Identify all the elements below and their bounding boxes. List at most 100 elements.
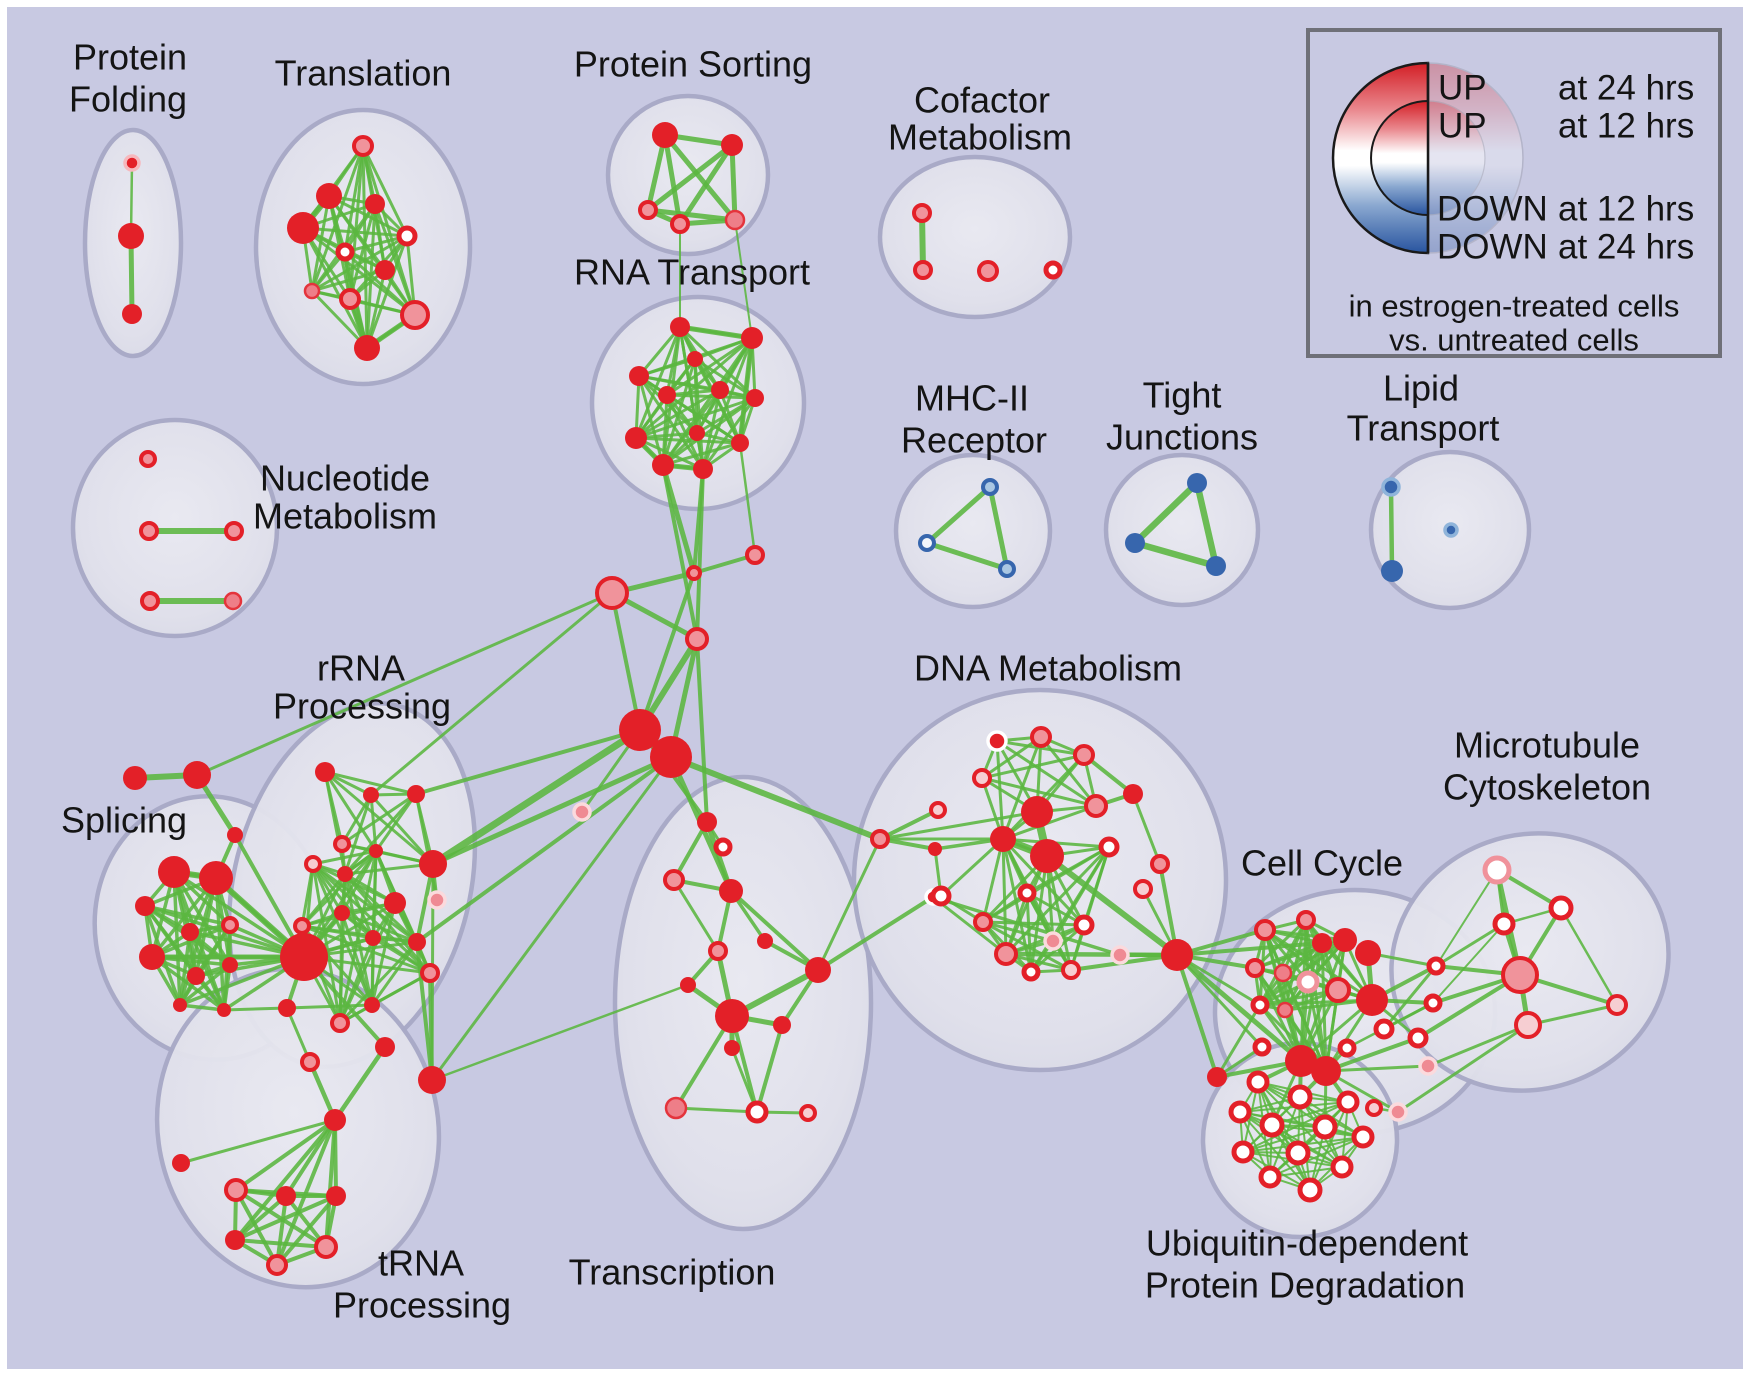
network-node-r0[interactable] bbox=[670, 317, 690, 337]
network-node-tx11[interactable] bbox=[664, 1096, 688, 1120]
network-node-cc9[interactable] bbox=[1356, 984, 1388, 1016]
network-node-dm14[interactable] bbox=[930, 885, 952, 907]
network-node-pf0[interactable] bbox=[123, 154, 141, 172]
network-node-ub6[interactable] bbox=[1351, 1125, 1375, 1149]
network-node-cc13[interactable] bbox=[1285, 1045, 1317, 1077]
network-node-dm18[interactable] bbox=[1073, 914, 1095, 936]
network-node-cc11[interactable] bbox=[1276, 1001, 1294, 1019]
network-node-tx6[interactable] bbox=[805, 957, 831, 983]
network-node-tn4[interactable] bbox=[224, 1178, 248, 1202]
network-node-p1[interactable] bbox=[721, 134, 743, 156]
network-node-n1[interactable] bbox=[139, 521, 159, 541]
network-node-dm19[interactable] bbox=[994, 942, 1018, 966]
network-node-mt0[interactable] bbox=[1482, 855, 1512, 885]
network-node-p2[interactable] bbox=[638, 200, 658, 220]
network-node-dm7[interactable] bbox=[1021, 796, 1053, 828]
network-node-rr7[interactable] bbox=[419, 850, 447, 878]
network-node-r4[interactable] bbox=[658, 386, 676, 404]
network-node-dm13[interactable] bbox=[1017, 883, 1037, 903]
network-node-tx4[interactable] bbox=[757, 933, 773, 949]
network-node-br1[interactable] bbox=[1161, 939, 1193, 971]
network-node-tx8[interactable] bbox=[715, 999, 749, 1033]
network-node-c2[interactable] bbox=[977, 260, 999, 282]
network-node-tn8[interactable] bbox=[314, 1235, 338, 1259]
network-node-ub1[interactable] bbox=[1287, 1084, 1313, 1110]
network-node-dm21[interactable] bbox=[1061, 960, 1081, 980]
network-node-tx2[interactable] bbox=[663, 869, 685, 891]
network-node-rr4[interactable] bbox=[304, 855, 322, 873]
network-node-h1[interactable] bbox=[650, 736, 692, 778]
network-node-r11[interactable] bbox=[693, 459, 713, 479]
network-node-mt5[interactable] bbox=[1514, 1011, 1542, 1039]
network-node-tn2[interactable] bbox=[324, 1109, 346, 1131]
network-node-x3[interactable] bbox=[685, 627, 709, 651]
network-node-t4[interactable] bbox=[396, 225, 418, 247]
network-node-t5[interactable] bbox=[335, 242, 355, 262]
network-node-li2[interactable] bbox=[1443, 522, 1459, 538]
network-node-c1[interactable] bbox=[913, 260, 933, 280]
network-node-sp2[interactable] bbox=[227, 827, 243, 843]
network-node-dm2[interactable] bbox=[1073, 744, 1095, 766]
network-node-r2[interactable] bbox=[687, 351, 703, 367]
network-node-cn5[interactable] bbox=[1365, 1099, 1383, 1117]
network-node-cn4[interactable] bbox=[1388, 1102, 1408, 1122]
network-node-mt4[interactable] bbox=[1501, 956, 1539, 994]
network-node-cc15[interactable] bbox=[1373, 1018, 1395, 1040]
network-node-x1[interactable] bbox=[745, 545, 765, 565]
network-node-rr17[interactable] bbox=[364, 997, 380, 1013]
network-node-tx7[interactable] bbox=[680, 977, 696, 993]
network-node-t9[interactable] bbox=[400, 300, 430, 330]
network-node-tn7[interactable] bbox=[225, 1230, 245, 1250]
network-node-j2[interactable] bbox=[1206, 556, 1226, 576]
network-node-t3[interactable] bbox=[287, 212, 319, 244]
network-node-tn6[interactable] bbox=[326, 1186, 346, 1206]
network-node-r6[interactable] bbox=[746, 389, 764, 407]
network-node-cn1[interactable] bbox=[1423, 993, 1443, 1013]
network-node-t0[interactable] bbox=[352, 135, 374, 157]
network-node-cn3[interactable] bbox=[1418, 1056, 1438, 1076]
network-node-m0[interactable] bbox=[981, 478, 999, 496]
network-node-sp3[interactable] bbox=[158, 856, 190, 888]
network-node-cc19[interactable] bbox=[1337, 1038, 1357, 1058]
network-node-t8[interactable] bbox=[339, 288, 361, 310]
network-node-t10[interactable] bbox=[354, 335, 380, 361]
network-node-dm4[interactable] bbox=[929, 801, 947, 819]
network-node-ub8[interactable] bbox=[1285, 1140, 1311, 1166]
network-node-dm0[interactable] bbox=[986, 730, 1008, 752]
network-node-dm20[interactable] bbox=[1021, 962, 1041, 982]
network-node-rr5[interactable] bbox=[337, 866, 353, 882]
network-node-rr8[interactable] bbox=[384, 892, 406, 914]
network-node-tx13[interactable] bbox=[799, 1104, 817, 1122]
network-node-r5[interactable] bbox=[711, 381, 729, 399]
network-node-li0[interactable] bbox=[1381, 477, 1401, 497]
network-node-cn2[interactable] bbox=[1407, 1027, 1429, 1049]
network-node-r8[interactable] bbox=[625, 427, 647, 449]
network-node-sp9[interactable] bbox=[187, 967, 205, 985]
network-node-rr3[interactable] bbox=[333, 835, 351, 853]
network-node-tn0[interactable] bbox=[300, 1052, 320, 1072]
network-node-dm22[interactable] bbox=[1110, 945, 1130, 965]
network-node-tx10[interactable] bbox=[724, 1040, 740, 1056]
network-node-ub4[interactable] bbox=[1259, 1112, 1285, 1138]
network-node-cc1[interactable] bbox=[1296, 910, 1316, 930]
network-node-tn9[interactable] bbox=[266, 1254, 288, 1276]
network-node-ub3[interactable] bbox=[1228, 1100, 1252, 1124]
network-node-cc12[interactable] bbox=[1252, 1037, 1272, 1057]
network-node-cc4[interactable] bbox=[1355, 940, 1381, 966]
network-node-rr12[interactable] bbox=[408, 933, 426, 951]
network-node-dm16[interactable] bbox=[1133, 879, 1153, 899]
network-node-m2[interactable] bbox=[998, 560, 1016, 578]
network-node-ub7[interactable] bbox=[1231, 1140, 1255, 1164]
network-node-tn10[interactable] bbox=[418, 1066, 446, 1094]
network-node-r9[interactable] bbox=[731, 434, 749, 452]
network-node-rr15[interactable] bbox=[427, 890, 447, 910]
network-node-cc8[interactable] bbox=[1325, 977, 1351, 1003]
network-node-dm8[interactable] bbox=[1030, 839, 1064, 873]
network-node-rr2[interactable] bbox=[407, 785, 425, 803]
network-node-t2[interactable] bbox=[365, 194, 385, 214]
network-node-ub11[interactable] bbox=[1297, 1177, 1323, 1203]
network-node-rr10[interactable] bbox=[293, 917, 311, 935]
network-node-dm15[interactable] bbox=[973, 912, 993, 932]
network-node-sp11[interactable] bbox=[173, 998, 187, 1012]
network-node-r7[interactable] bbox=[689, 425, 705, 441]
